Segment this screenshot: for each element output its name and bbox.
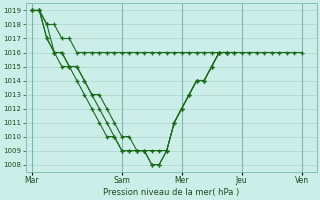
- X-axis label: Pression niveau de la mer( hPa ): Pression niveau de la mer( hPa ): [103, 188, 239, 197]
